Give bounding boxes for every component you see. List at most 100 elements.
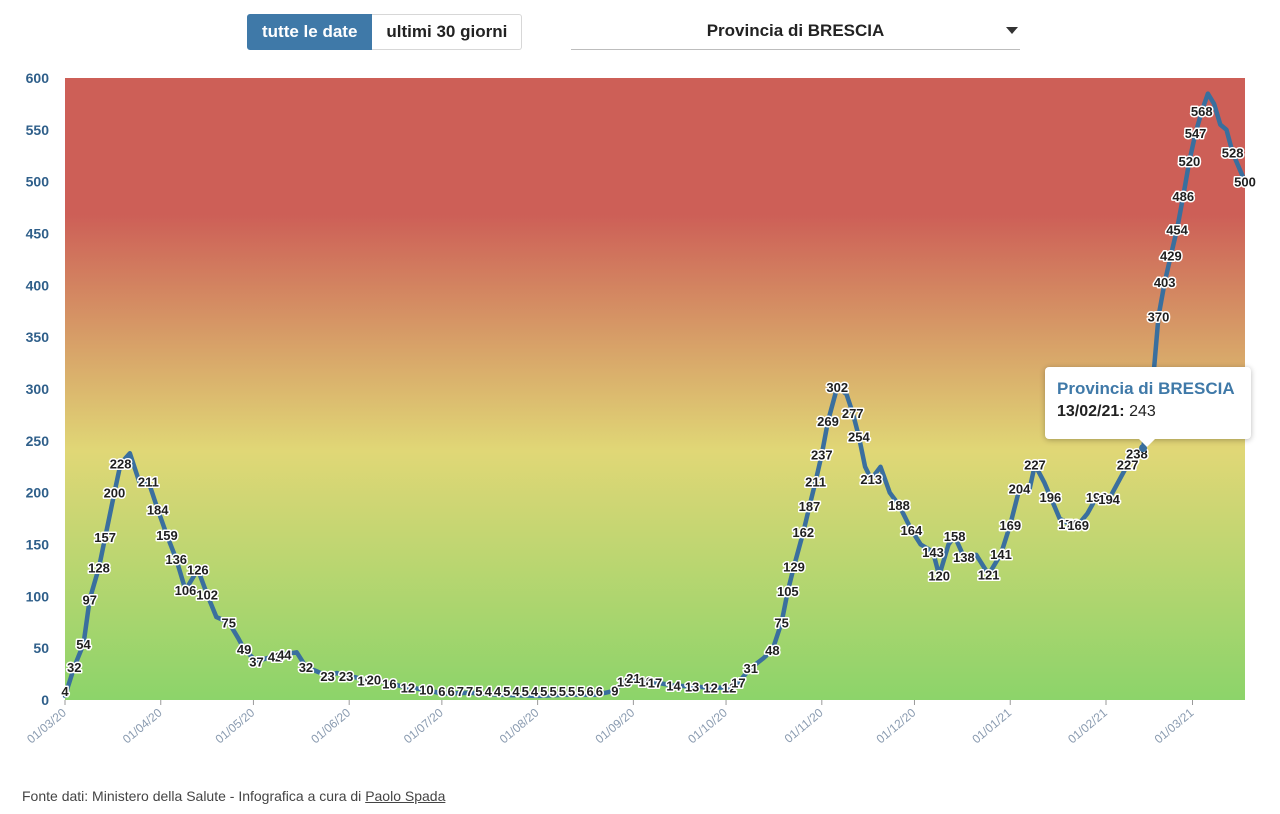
y-tick-label: 50 [33,640,49,656]
data-label: 254 [848,430,870,445]
data-label: 42 [268,649,282,664]
data-label: 200 [104,486,126,501]
data-label: 4 [61,684,69,699]
data-label: 164 [901,523,923,538]
data-label: 129 [783,559,805,574]
data-label: 18 [617,674,631,689]
x-tick-label: 01/09/20 [593,705,638,746]
data-labels: 4325497128157200228211184159136106126102… [60,103,1257,701]
tooltip-value: 243 [1129,403,1156,420]
data-label: 6 [448,684,455,699]
data-label: 32 [67,660,81,675]
data-label: 157 [94,530,116,545]
data-label: 5 [559,684,566,699]
data-label: 97 [82,592,96,607]
data-label: 5 [577,684,584,699]
data-label: 228 [110,457,132,472]
tooltip-title: Provincia di BRESCIA [1057,379,1235,398]
data-label: 520 [1179,154,1201,169]
y-tick-label: 600 [26,70,50,86]
data-label: 159 [156,528,178,543]
data-label: 19 [357,673,371,688]
data-label: 194 [1098,492,1120,507]
x-tick-label: 01/10/20 [685,705,730,746]
data-label: 17 [731,675,745,690]
data-label: 5 [549,684,556,699]
x-tick-label: 01/06/20 [308,705,353,746]
y-tick-label: 450 [26,226,50,242]
data-label: 16 [382,676,396,691]
data-label: 196 [1040,490,1062,505]
data-label: 188 [888,498,910,513]
data-label: 528 [1222,146,1244,161]
y-tick-label: 0 [41,692,49,708]
data-label: 37 [249,655,263,670]
data-label: 4 [512,684,520,699]
data-label: 5 [540,684,547,699]
data-label: 17 [648,675,662,690]
y-tick-label: 150 [26,537,50,553]
data-label: 4 [494,684,502,699]
data-label: 5 [522,684,529,699]
tooltip-date: 13/02/21: [1057,403,1125,420]
data-label: 4 [531,684,539,699]
data-label: 136 [165,552,187,567]
y-tick-label: 200 [26,485,50,501]
data-label: 162 [792,525,814,540]
y-tick-label: 250 [26,433,50,449]
data-label: 143 [922,545,944,560]
data-label: 170 [1058,517,1080,532]
data-label: 187 [799,499,821,514]
data-label: 500 [1234,175,1256,190]
data-label: 429 [1160,248,1182,263]
data-label: 227 [1024,458,1046,473]
author-link[interactable]: Paolo Spada [365,788,446,804]
data-label: 9 [611,684,618,699]
data-label: 6 [587,684,594,699]
data-label: 105 [777,584,799,599]
x-tick-label: 01/01/21 [969,705,1014,746]
data-label: 277 [842,406,864,421]
source-text: Fonte dati: Ministero della Salute - Inf… [22,788,362,804]
data-label: 49 [237,642,251,657]
data-label: 5 [503,684,510,699]
data-label: 32 [299,660,313,675]
data-label: 7 [466,684,473,699]
chevron-down-icon[interactable] [1006,27,1018,34]
x-tick-label: 01/08/20 [497,705,542,746]
data-label: 237 [811,447,833,462]
x-tick-label: 01/02/21 [1065,705,1110,746]
data-label: 5 [475,684,482,699]
x-tick-label: 01/04/20 [120,705,165,746]
data-label: 370 [1148,309,1170,324]
data-label: 106 [175,583,197,598]
source-credit: Fonte dati: Ministero della Salute - Inf… [22,788,445,804]
last-30-days-button[interactable]: ultimi 30 giorni [372,14,523,50]
data-label: 7 [457,684,464,699]
y-tick-label: 550 [26,122,50,138]
data-label: 486 [1172,189,1194,204]
chart-tooltip: Provincia di BRESCIA 13/02/21: 243 [1045,367,1251,447]
all-dates-button[interactable]: tutte le date [247,14,373,50]
data-label: 20 [367,672,381,687]
data-label: 48 [765,643,779,658]
data-label: 6 [438,684,445,699]
data-label: 126 [187,562,209,577]
data-label: 75 [221,615,235,630]
data-label: 141 [990,547,1012,562]
x-tick-label: 01/07/20 [401,705,446,746]
data-label: 54 [76,637,91,652]
province-select[interactable]: Provincia di BRESCIA [571,14,1020,50]
data-label: 302 [826,380,848,395]
x-tick-label: 01/05/20 [213,705,258,746]
data-label: 184 [147,502,169,517]
tooltip-line: 13/02/21: 243 [1057,403,1251,421]
data-label: 102 [196,587,218,602]
data-label: 13 [685,680,699,695]
x-tick-label: 01/03/21 [1152,705,1197,746]
data-label: 10 [419,683,433,698]
data-label: 213 [860,472,882,487]
data-label: 454 [1166,222,1188,237]
y-tick-label: 400 [26,277,50,293]
data-label: 44 [277,647,292,662]
